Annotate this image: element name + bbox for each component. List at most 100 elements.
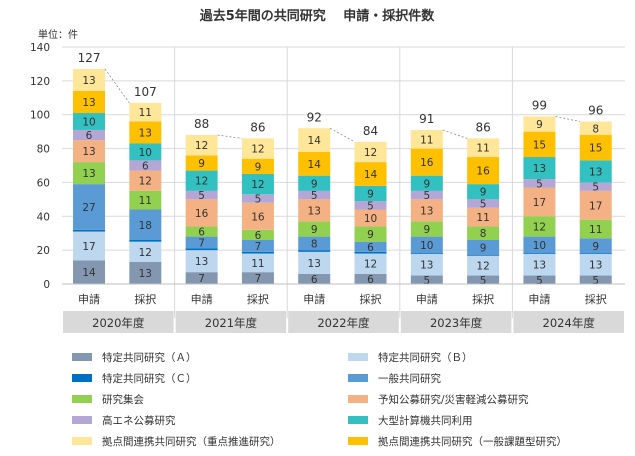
data-label: 11 <box>251 258 264 270</box>
bar-segment <box>579 121 612 136</box>
data-label: 17 <box>589 200 602 212</box>
legend-swatch <box>72 395 92 403</box>
data-label: 16 <box>195 208 209 220</box>
bar-segment <box>354 209 387 227</box>
data-label: 12 <box>195 140 208 152</box>
bar-segment <box>410 175 443 191</box>
bar-segment <box>523 275 556 284</box>
bar-segment <box>129 121 162 144</box>
legend-label: 特定共同研究（Ａ） <box>102 351 197 364</box>
bar-segment <box>298 236 331 251</box>
data-label: 9 <box>198 158 205 170</box>
y-tick-label: 20 <box>37 245 50 257</box>
data-label: 13 <box>308 258 321 270</box>
data-label: 12 <box>476 260 489 272</box>
bar-segment <box>73 129 106 141</box>
legend-label: 拠点間連携共同研究（一般課題型研究） <box>378 435 567 448</box>
bar-segment <box>185 170 218 191</box>
bar-segment <box>298 251 331 274</box>
legend-label: 高エネ公募研究 <box>102 414 176 427</box>
x-tick-label: 採択 <box>360 292 382 306</box>
bar-segment <box>241 272 274 284</box>
data-label: 9 <box>423 178 430 190</box>
bar-segment <box>185 272 218 284</box>
total-label: 99 <box>532 98 547 112</box>
bar-segment <box>241 138 274 159</box>
connector-line <box>217 134 242 139</box>
legend-swatch <box>348 395 368 403</box>
bar-segment <box>354 241 387 252</box>
data-label: 13 <box>139 127 152 139</box>
data-label: 13 <box>420 205 433 217</box>
bar-segment <box>523 131 556 158</box>
data-label: 9 <box>536 119 543 131</box>
data-label: 13 <box>420 260 433 272</box>
bar-segment <box>129 190 162 210</box>
bar-segment <box>410 199 443 222</box>
data-label: 17 <box>82 241 95 253</box>
x-tick-label: 採択 <box>585 292 607 306</box>
data-label: 13 <box>308 205 321 217</box>
data-label: 6 <box>255 230 262 242</box>
data-label: 13 <box>589 260 602 272</box>
x-tick-label: 申請 <box>528 292 550 306</box>
x-tick-label: 採択 <box>472 292 494 306</box>
data-label: 12 <box>364 147 377 159</box>
data-label: 12 <box>251 144 264 156</box>
legend-swatch <box>348 437 368 445</box>
legend-label: 研究集会 <box>102 393 144 406</box>
data-label: 9 <box>367 188 374 200</box>
data-label: 16 <box>420 157 434 169</box>
bar-segment <box>467 255 500 276</box>
total-label: 84 <box>363 124 378 138</box>
bar-segment <box>354 201 387 210</box>
bar-segment <box>185 248 218 251</box>
bar-segment <box>467 239 500 256</box>
legend-label: 大型計算機共同利用 <box>378 414 473 427</box>
data-label: 13 <box>533 163 546 175</box>
data-label: 5 <box>592 182 599 194</box>
group-label-box <box>175 311 287 333</box>
bar-segment <box>298 250 331 252</box>
data-label: 14 <box>308 135 322 147</box>
bar-segment <box>523 216 556 237</box>
data-label: 13 <box>82 75 95 87</box>
legend-label: 特定共同研究（Ｂ） <box>378 351 473 364</box>
data-label: 12 <box>139 176 152 188</box>
bar-segment <box>73 162 106 185</box>
data-label: 15 <box>589 143 602 155</box>
bar-segment <box>467 226 500 240</box>
data-label: 13 <box>589 166 602 178</box>
legend-swatch <box>348 353 368 361</box>
bar-segment <box>73 260 106 284</box>
bar-segment <box>410 221 443 237</box>
data-label: 6 <box>311 274 318 286</box>
y-tick-label: 40 <box>37 211 50 223</box>
data-label: 10 <box>533 240 546 252</box>
total-label: 91 <box>419 112 434 126</box>
bar-segment <box>354 273 387 284</box>
legend-swatch <box>348 416 368 424</box>
data-label: 7 <box>198 273 205 285</box>
legend-label: 拠点間連携共同研究（重点推進研究） <box>102 435 281 448</box>
data-label: 17 <box>533 197 546 209</box>
y-tick-label: 100 <box>30 110 50 122</box>
bar-segment <box>579 190 612 220</box>
bar-segment <box>467 157 500 185</box>
bar-segment <box>241 251 274 254</box>
data-label: 9 <box>255 161 262 173</box>
bar-segment <box>523 187 556 217</box>
bar-segment <box>354 185 387 202</box>
bar-segment <box>298 128 331 152</box>
bar-segment <box>73 69 106 92</box>
bar-segment <box>129 160 162 171</box>
bar-segment <box>73 229 106 232</box>
data-label: 9 <box>367 229 374 241</box>
data-label: 11 <box>476 143 489 155</box>
bar-segment <box>354 251 387 254</box>
bar-segment <box>298 175 331 191</box>
y-tick-label: 80 <box>37 144 50 156</box>
bar-segment <box>73 113 106 130</box>
group-label-box <box>288 311 399 333</box>
data-label: 6 <box>86 130 93 142</box>
